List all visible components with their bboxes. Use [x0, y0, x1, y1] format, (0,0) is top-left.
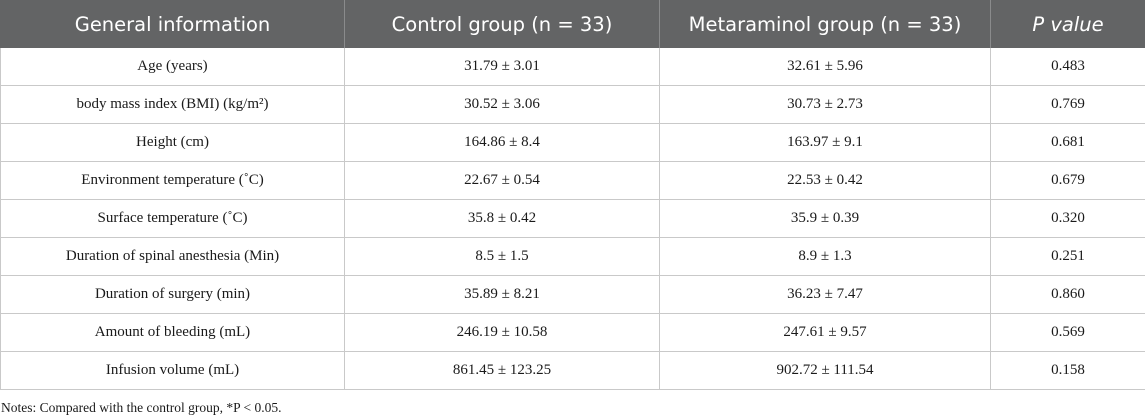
- header-general-information: General information: [0, 0, 345, 48]
- control-value: 861.45 ± 123.25: [344, 351, 660, 390]
- row-label: Amount of bleeding (mL): [0, 313, 345, 352]
- metaraminol-value: 30.73 ± 2.73: [659, 85, 991, 124]
- table-row: body mass index (BMI) (kg/m²) 30.52 ± 3.…: [0, 85, 1145, 124]
- metaraminol-value: 902.72 ± 111.54: [659, 351, 991, 390]
- row-label: Duration of spinal anesthesia (Min): [0, 237, 345, 276]
- header-row: General information Control group (n = 3…: [0, 0, 1145, 48]
- control-value: 35.89 ± 8.21: [344, 275, 660, 314]
- metaraminol-value: 8.9 ± 1.3: [659, 237, 991, 276]
- control-value: 31.79 ± 3.01: [344, 48, 660, 86]
- p-value: 0.483: [990, 48, 1145, 86]
- table-row: Amount of bleeding (mL) 246.19 ± 10.58 2…: [0, 313, 1145, 352]
- header-control-group: Control group (n = 33): [344, 0, 660, 48]
- table-row: Environment temperature (˚C) 22.67 ± 0.5…: [0, 161, 1145, 200]
- row-label: Surface temperature (˚C): [0, 199, 345, 238]
- table-header: General information Control group (n = 3…: [0, 0, 1145, 48]
- header-metaraminol-group: Metaraminol group (n = 33): [659, 0, 991, 48]
- control-value: 30.52 ± 3.06: [344, 85, 660, 124]
- general-info-table: General information Control group (n = 3…: [0, 0, 1145, 390]
- p-value: 0.569: [990, 313, 1145, 352]
- p-value: 0.681: [990, 123, 1145, 162]
- control-value: 22.67 ± 0.54: [344, 161, 660, 200]
- row-label: Age (years): [0, 48, 345, 86]
- p-value: 0.320: [990, 199, 1145, 238]
- metaraminol-value: 36.23 ± 7.47: [659, 275, 991, 314]
- metaraminol-value: 247.61 ± 9.57: [659, 313, 991, 352]
- table-row: Height (cm) 164.86 ± 8.4 163.97 ± 9.1 0.…: [0, 123, 1145, 162]
- table-row: Duration of spinal anesthesia (Min) 8.5 …: [0, 237, 1145, 276]
- control-value: 8.5 ± 1.5: [344, 237, 660, 276]
- metaraminol-value: 32.61 ± 5.96: [659, 48, 991, 86]
- control-value: 246.19 ± 10.58: [344, 313, 660, 352]
- metaraminol-value: 163.97 ± 9.1: [659, 123, 991, 162]
- metaraminol-value: 22.53 ± 0.42: [659, 161, 991, 200]
- row-label: body mass index (BMI) (kg/m²): [0, 85, 345, 124]
- p-value: 0.860: [990, 275, 1145, 314]
- p-value: 0.679: [990, 161, 1145, 200]
- control-value: 164.86 ± 8.4: [344, 123, 660, 162]
- metaraminol-value: 35.9 ± 0.39: [659, 199, 991, 238]
- general-info-table-container: General information Control group (n = 3…: [0, 0, 1145, 390]
- row-label: Infusion volume (mL): [0, 351, 345, 390]
- table-row: Infusion volume (mL) 861.45 ± 123.25 902…: [0, 351, 1145, 390]
- control-value: 35.8 ± 0.42: [344, 199, 660, 238]
- row-label: Duration of surgery (min): [0, 275, 345, 314]
- table-row: Duration of surgery (min) 35.89 ± 8.21 3…: [0, 275, 1145, 314]
- p-value: 0.251: [990, 237, 1145, 276]
- table-body: Age (years) 31.79 ± 3.01 32.61 ± 5.96 0.…: [0, 48, 1145, 390]
- table-notes: Notes: Compared with the control group, …: [1, 400, 282, 415]
- table-row: Surface temperature (˚C) 35.8 ± 0.42 35.…: [0, 199, 1145, 238]
- row-label: Environment temperature (˚C): [0, 161, 345, 200]
- p-value: 0.769: [990, 85, 1145, 124]
- header-p-value: P value: [990, 0, 1145, 48]
- row-label: Height (cm): [0, 123, 345, 162]
- table-row: Age (years) 31.79 ± 3.01 32.61 ± 5.96 0.…: [0, 48, 1145, 86]
- p-value: 0.158: [990, 351, 1145, 390]
